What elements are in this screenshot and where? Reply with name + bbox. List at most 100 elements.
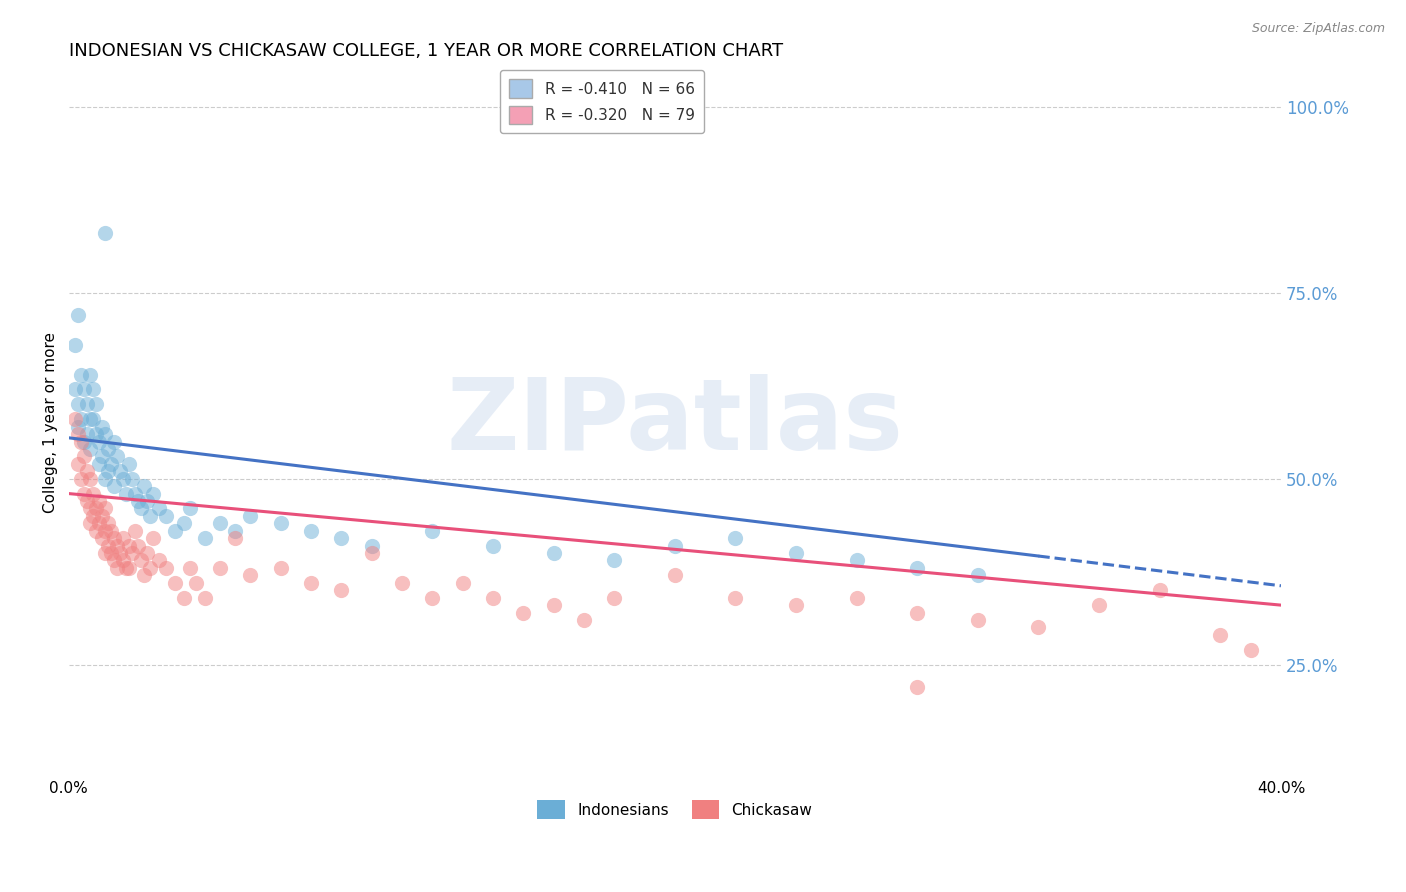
Point: [73, 383, 96, 397]
Point: [112, 531, 135, 545]
Point: [79, 516, 101, 531]
Point: [94, 501, 117, 516]
Point: [79, 501, 101, 516]
Point: [90, 508, 112, 523]
Point: [108, 546, 131, 560]
Point: [97, 516, 120, 531]
Point: [63, 412, 86, 426]
Point: [1088, 598, 1111, 612]
Point: [330, 583, 353, 598]
Point: [224, 531, 246, 545]
Point: [1209, 628, 1232, 642]
Point: [239, 508, 262, 523]
Text: Source: ZipAtlas.com: Source: ZipAtlas.com: [1251, 22, 1385, 36]
Point: [115, 486, 138, 500]
Point: [94, 524, 117, 538]
Point: [87, 494, 110, 508]
Point: [142, 531, 165, 545]
Point: [603, 591, 626, 605]
Point: [84, 501, 107, 516]
Point: [482, 539, 505, 553]
Point: [84, 397, 107, 411]
Point: [905, 606, 928, 620]
Point: [94, 472, 117, 486]
Point: [76, 494, 98, 508]
Point: [905, 561, 928, 575]
Point: [1240, 642, 1263, 657]
Point: [664, 539, 686, 553]
Point: [194, 591, 217, 605]
Point: [724, 531, 747, 545]
Point: [209, 561, 232, 575]
Point: [512, 606, 534, 620]
Point: [142, 486, 165, 500]
Point: [482, 591, 505, 605]
Point: [90, 531, 112, 545]
Point: [134, 479, 156, 493]
Point: [330, 531, 353, 545]
Point: [173, 516, 195, 531]
Point: [112, 472, 135, 486]
Point: [194, 531, 217, 545]
Point: [82, 412, 104, 426]
Point: [163, 524, 186, 538]
Point: [543, 546, 565, 560]
Point: [90, 450, 112, 464]
Point: [664, 568, 686, 582]
Point: [82, 486, 104, 500]
Point: [103, 531, 125, 545]
Point: [100, 524, 122, 538]
Point: [105, 450, 128, 464]
Point: [543, 598, 565, 612]
Point: [966, 568, 988, 582]
Point: [103, 553, 125, 567]
Text: ZIPatlas: ZIPatlas: [446, 375, 903, 471]
Point: [155, 508, 177, 523]
Y-axis label: College, 1 year or more: College, 1 year or more: [44, 333, 58, 514]
Point: [785, 598, 807, 612]
Point: [103, 479, 125, 493]
Point: [118, 539, 141, 553]
Point: [66, 427, 89, 442]
Point: [139, 561, 162, 575]
Point: [63, 383, 86, 397]
Point: [136, 494, 159, 508]
Point: [79, 472, 101, 486]
Point: [63, 338, 86, 352]
Point: [360, 539, 382, 553]
Point: [148, 553, 170, 567]
Point: [103, 434, 125, 449]
Point: [112, 553, 135, 567]
Point: [163, 575, 186, 590]
Point: [184, 575, 207, 590]
Point: [90, 419, 112, 434]
Point: [270, 516, 292, 531]
Point: [420, 591, 443, 605]
Point: [97, 464, 120, 478]
Point: [299, 524, 322, 538]
Point: [127, 539, 149, 553]
Point: [73, 486, 96, 500]
Point: [100, 457, 122, 471]
Point: [87, 434, 110, 449]
Point: [121, 472, 143, 486]
Point: [299, 575, 322, 590]
Point: [724, 591, 747, 605]
Point: [209, 516, 232, 531]
Point: [66, 419, 89, 434]
Point: [127, 494, 149, 508]
Point: [118, 561, 141, 575]
Point: [391, 575, 413, 590]
Point: [84, 524, 107, 538]
Point: [572, 613, 595, 627]
Point: [129, 501, 152, 516]
Point: [66, 308, 89, 322]
Point: [94, 227, 117, 241]
Point: [155, 561, 177, 575]
Point: [76, 464, 98, 478]
Point: [105, 539, 128, 553]
Point: [134, 568, 156, 582]
Point: [94, 546, 117, 560]
Point: [420, 524, 443, 538]
Point: [82, 508, 104, 523]
